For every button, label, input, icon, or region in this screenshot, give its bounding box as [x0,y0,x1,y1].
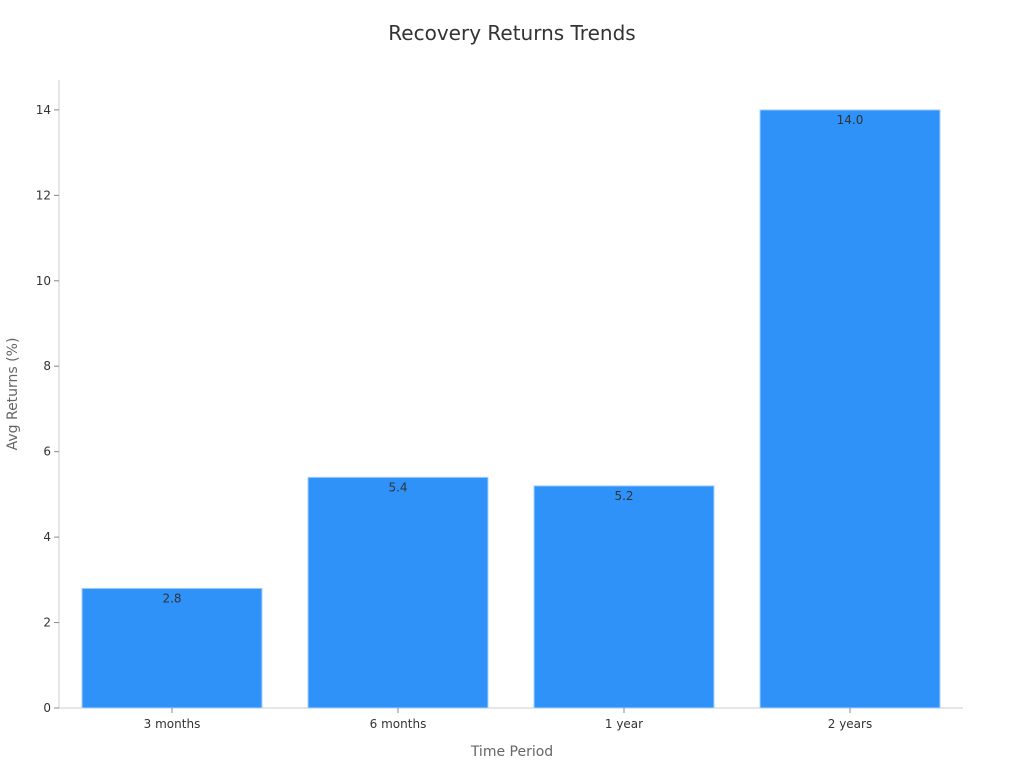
bar [81,587,263,709]
bar [533,485,715,709]
bar-value-label: 5.4 [388,480,407,494]
x-tick-label: 2 years [828,717,872,731]
bar [307,476,489,709]
bar-value-label: 2.8 [162,591,181,605]
chart-title: Recovery Returns Trends [388,21,635,45]
y-tick-label: 12 [36,188,51,202]
bar-value-label: 5.2 [614,489,633,503]
bar [759,109,941,709]
y-tick-label: 10 [36,274,51,288]
x-tick-label: 1 year [605,717,643,731]
y-axis-title: Avg Returns (%) [5,338,21,451]
y-tick-label: 0 [43,701,51,715]
y-tick-label: 6 [43,445,51,459]
x-tick-label: 6 months [370,717,427,731]
bar-value-label: 14.0 [837,113,864,127]
y-tick-label: 4 [43,530,51,544]
x-axis-title: Time Period [470,744,553,760]
y-tick-label: 2 [43,616,51,630]
y-tick-label: 8 [43,359,51,373]
x-tick-label: 3 months [144,717,201,731]
y-tick-label: 14 [36,103,51,117]
